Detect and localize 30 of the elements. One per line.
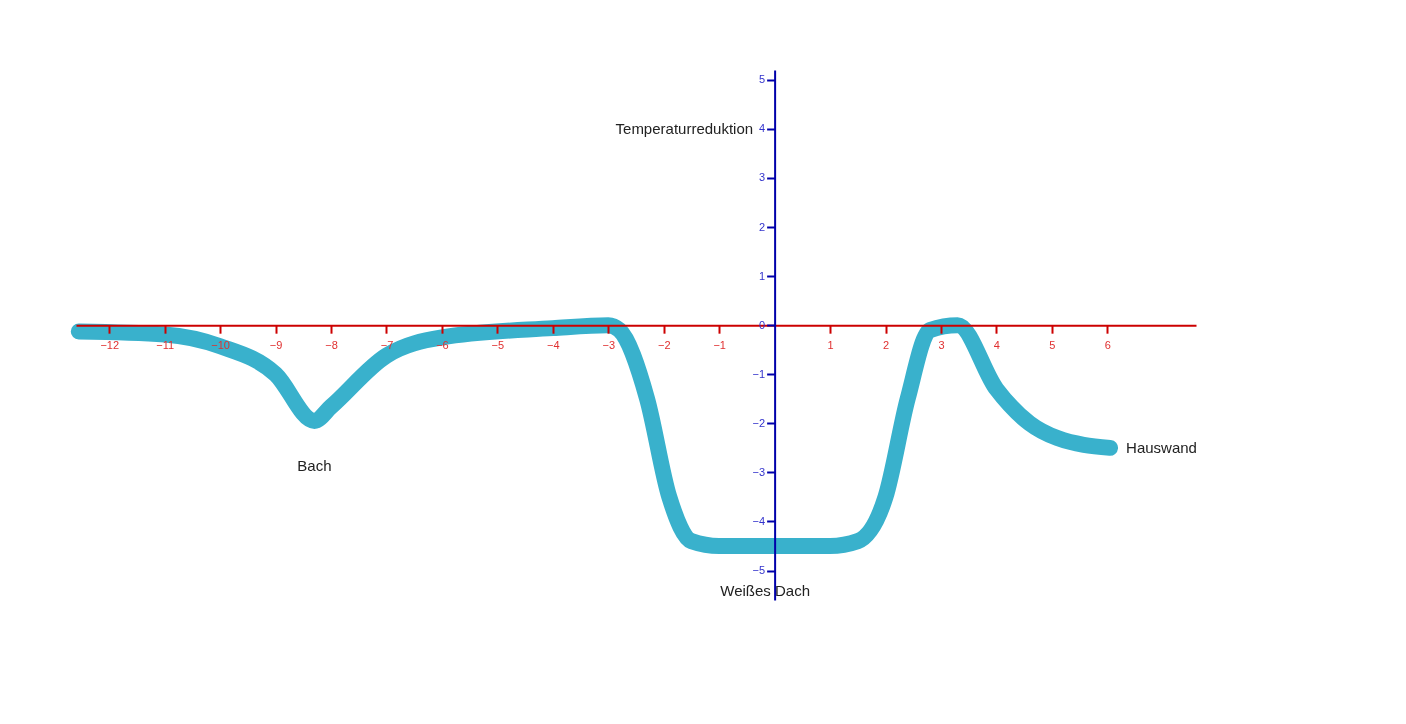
x-tick-label: 6 <box>1104 338 1111 351</box>
y-tick-label: 2 <box>758 220 766 233</box>
y-tick-label: 4 <box>758 122 766 135</box>
x-tick-label: 4 <box>993 338 1000 351</box>
x-tick-label: −11 <box>156 338 175 351</box>
x-tick-label: −9 <box>269 338 283 351</box>
x-tick-label: 5 <box>1049 338 1056 351</box>
y-axis-title: Temperaturreduktion <box>615 120 754 138</box>
annotation: Bach <box>297 456 332 474</box>
x-tick-label: −3 <box>602 338 616 351</box>
y-tick-label: 5 <box>758 73 766 86</box>
x-tick-label: 2 <box>882 338 890 351</box>
y-tick-label: −2 <box>752 416 766 429</box>
x-tick-label: −5 <box>491 338 505 351</box>
annotation: Hauswand <box>1126 438 1197 456</box>
annotation: Weißes Dach <box>720 582 811 600</box>
x-tick-label: 1 <box>827 338 834 351</box>
y-tick-label: −1 <box>752 367 766 380</box>
x-tick-label: −4 <box>547 338 560 351</box>
x-tick-label: 3 <box>938 338 945 351</box>
y-tick-label: −4 <box>752 514 766 527</box>
y-tick-label: −5 <box>752 564 766 577</box>
x-tick-label: −10 <box>211 338 230 351</box>
y-tick-label: −3 <box>752 465 766 478</box>
x-tick-label: −8 <box>325 338 338 351</box>
y-tick-label: 3 <box>758 171 766 184</box>
x-tick-label: −2 <box>657 338 671 351</box>
y-tick-label: 1 <box>758 269 766 282</box>
x-tick-label: −12 <box>100 338 120 351</box>
x-tick-label: −1 <box>713 338 726 351</box>
